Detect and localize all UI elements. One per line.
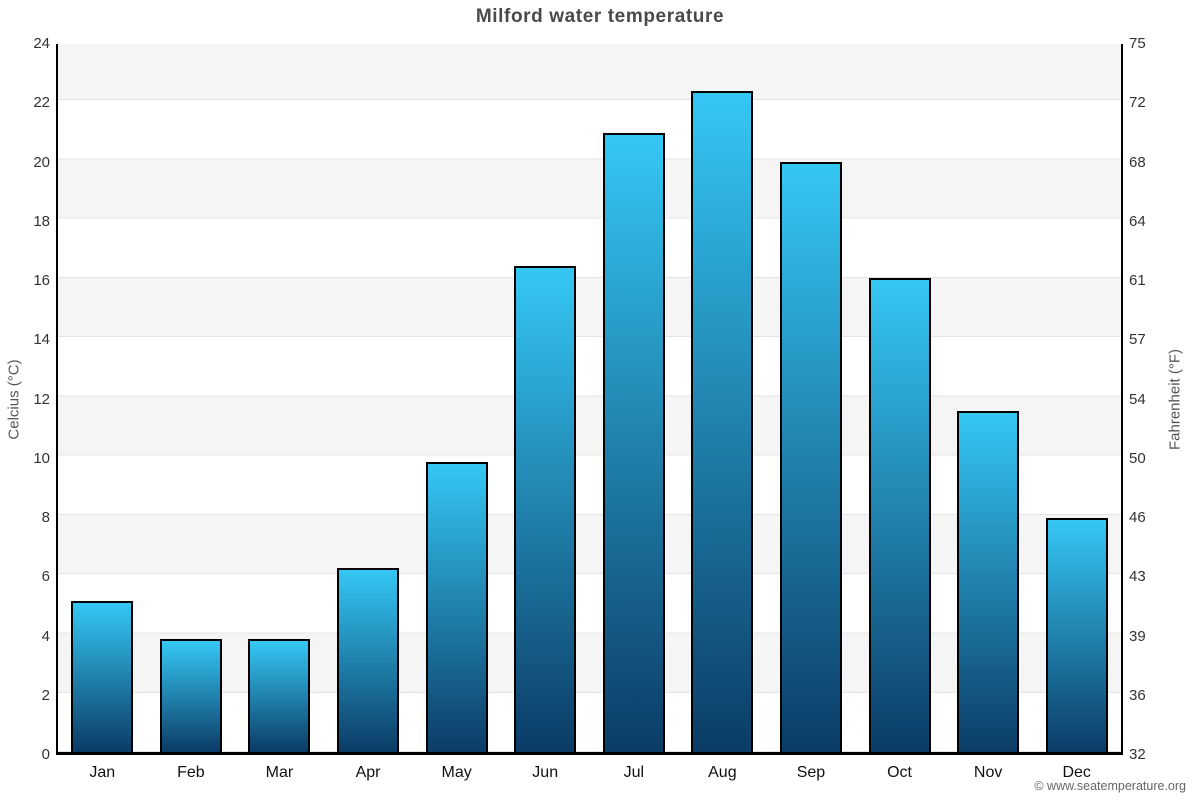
plot-area <box>56 44 1123 755</box>
x-label-jan: Jan <box>89 764 116 781</box>
y-left-tick-16: 16 <box>33 272 50 289</box>
chart-title: Milford water temperature <box>475 6 725 27</box>
bar-nov <box>957 411 1020 752</box>
y-right-tick-61: 61 <box>1129 272 1146 289</box>
y-right-tick-50: 50 <box>1129 449 1146 467</box>
bar-feb <box>159 639 222 752</box>
y-right-tick-32: 32 <box>1129 746 1146 763</box>
y-right-tick-54: 54 <box>1129 390 1146 408</box>
copyright-watermark: © www.seatemperature.org <box>1034 779 1186 793</box>
y-right-tick-57: 57 <box>1129 331 1146 349</box>
x-label-mar: Mar <box>265 764 294 781</box>
x-label-apr: Apr <box>355 764 381 781</box>
y-left-tick-20: 20 <box>33 153 50 171</box>
y-right-tick-72: 72 <box>1129 94 1146 112</box>
bar-jun <box>514 266 577 752</box>
x-label-nov: Nov <box>973 764 1003 781</box>
y-left-tick-0: 0 <box>41 746 50 763</box>
y-right-tick-64: 64 <box>1129 212 1146 230</box>
y-left-tick-24: 24 <box>33 35 50 52</box>
y-left-tick-4: 4 <box>41 627 50 645</box>
y-left-tick-8: 8 <box>41 509 50 526</box>
x-label-may: May <box>441 764 472 781</box>
bar-dec <box>1045 517 1108 752</box>
x-label-jun: Jun <box>532 764 559 781</box>
x-label-dec: Dec <box>1062 764 1091 781</box>
x-label-jul: Jul <box>623 764 645 781</box>
y-right-tick-39: 39 <box>1129 627 1146 645</box>
y-left-tick-18: 18 <box>33 212 50 230</box>
bar-aug <box>691 91 754 752</box>
y-left-tick-22: 22 <box>33 94 50 112</box>
x-label-aug: Aug <box>708 764 737 781</box>
bar-oct <box>868 278 931 752</box>
x-label-sep: Sep <box>796 764 826 781</box>
bar-mar <box>248 639 311 752</box>
y-right-tick-68: 68 <box>1129 153 1146 171</box>
bar-jul <box>602 132 665 752</box>
y-left-tick-6: 6 <box>41 568 50 586</box>
bar-jan <box>71 600 134 752</box>
y-left-tick-14: 14 <box>33 331 50 349</box>
x-label-oct: Oct <box>887 764 912 781</box>
y-left-tick-12: 12 <box>33 390 50 408</box>
x-label-feb: Feb <box>177 764 205 781</box>
y-right-tick-75: 75 <box>1129 35 1146 52</box>
y-left-tick-2: 2 <box>41 686 50 704</box>
y-right-tick-43: 43 <box>1129 568 1146 586</box>
bar-may <box>425 461 488 752</box>
y-right-tick-36: 36 <box>1129 686 1146 704</box>
bar-sep <box>779 162 842 752</box>
bar-apr <box>337 568 400 752</box>
y-right-tick-46: 46 <box>1129 509 1146 526</box>
y-left-tick-10: 10 <box>33 449 50 467</box>
